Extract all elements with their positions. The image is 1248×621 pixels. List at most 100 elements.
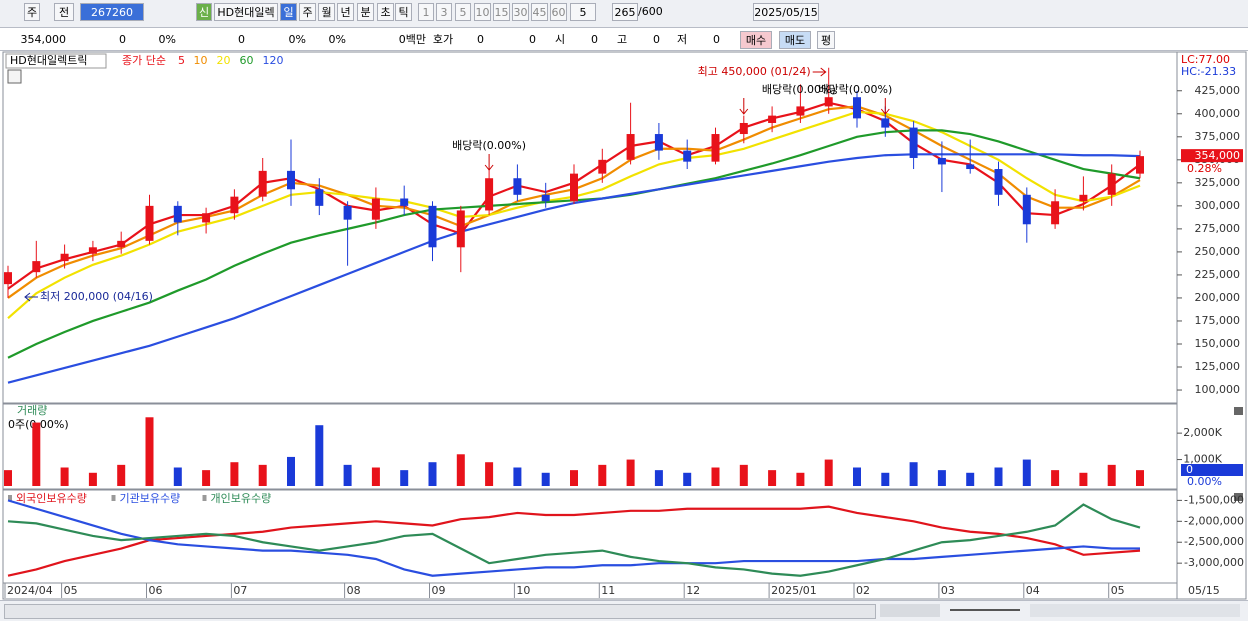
- volume-bar: [909, 462, 918, 486]
- scroll-track[interactable]: [4, 604, 876, 619]
- close-icon[interactable]: [1234, 407, 1243, 415]
- toolbar-item[interactable]: HD현대일렉: [214, 3, 278, 21]
- toolbar: 주 전 267260 신 HD현대일렉 일 주 월 년 분 초 틱 1 3 5 10 15 30 45 60 5 265/…: [0, 0, 1248, 28]
- toolbar-item[interactable]: 3: [436, 3, 452, 21]
- legend-swatch: [111, 495, 116, 501]
- toolbar-item[interactable]: 1: [418, 3, 434, 21]
- y-tick-label: 100,000: [1195, 383, 1241, 396]
- toolbar-item[interactable]: 45: [531, 3, 548, 21]
- x-tick-label: 05: [1111, 584, 1125, 597]
- y-tick-label: -3,000,000: [1184, 556, 1244, 569]
- volume-bar: [1079, 472, 1088, 486]
- tool-icons[interactable]: [1030, 604, 1240, 617]
- volume-bar: [1022, 459, 1031, 486]
- volume-bar: [683, 472, 692, 486]
- scroll-controls[interactable]: [880, 604, 940, 617]
- zoom-slider[interactable]: [950, 609, 1020, 611]
- volume-panel: [2, 403, 1178, 490]
- toolbar-item[interactable]: 30: [512, 3, 529, 21]
- candle-body: [937, 157, 946, 165]
- arrow: [24, 292, 38, 302]
- toolbar-item[interactable]: /600: [638, 5, 663, 18]
- hc-label: HC:-21.33: [1181, 65, 1236, 78]
- y-tick-label: 250,000: [1195, 245, 1241, 258]
- quote-item: 0%: [158, 33, 176, 46]
- volume-bar: [173, 467, 182, 486]
- quote-item: 0: [238, 33, 245, 46]
- candle-body: [1051, 201, 1060, 225]
- title-box: [5, 53, 107, 69]
- toolbar-item[interactable]: 분: [357, 3, 374, 21]
- candle-body: [485, 178, 494, 211]
- x-tick-label: 12: [686, 584, 700, 597]
- candle-body: [853, 97, 861, 119]
- candle-body: [739, 122, 748, 135]
- volume-bar: [315, 425, 324, 486]
- toolbar-item[interactable]: 월: [318, 3, 335, 21]
- grid-icon[interactable]: [7, 69, 22, 84]
- volume-bar: [654, 470, 663, 486]
- quote-item[interactable]: 평: [817, 31, 835, 49]
- close-icon[interactable]: [1234, 493, 1243, 501]
- end-label: 05/15: [1188, 584, 1220, 597]
- candle-body: [966, 164, 975, 170]
- toolbar-item[interactable]: 일: [280, 3, 297, 21]
- toolbar-item[interactable]: 틱: [395, 3, 412, 21]
- volume-bar: [145, 417, 154, 486]
- toolbar-item[interactable]: 주: [24, 3, 40, 21]
- candle-body: [173, 205, 182, 223]
- event-arrow: [739, 98, 749, 115]
- y-tick-label: 1,000K: [1183, 453, 1222, 466]
- event-label: 배당락(0.00%): [818, 83, 892, 96]
- x-tick-label: 05: [64, 584, 78, 597]
- volume-bar: [88, 472, 97, 486]
- toolbar-item[interactable]: 265: [612, 3, 638, 21]
- toolbar-item[interactable]: 267260: [80, 3, 144, 21]
- x-tick-label: 03: [941, 584, 955, 597]
- toolbar-item[interactable]: 5: [570, 3, 596, 21]
- quote-item[interactable]: 매도: [779, 31, 811, 49]
- toolbar-item[interactable]: 5: [455, 3, 471, 21]
- legend-entry: 5: [178, 54, 185, 67]
- event-label: 배당락(0.00%): [762, 83, 836, 96]
- toolbar-item[interactable]: 신: [196, 3, 212, 21]
- quote-item: 0: [713, 33, 720, 46]
- legend-entry: 120: [263, 54, 284, 67]
- x-tick-label: 04: [1026, 584, 1040, 597]
- volume-bar: [4, 470, 12, 486]
- volume-bar: [541, 472, 550, 486]
- quote-item: 354,000: [20, 33, 67, 46]
- toolbar-item[interactable]: 초: [377, 3, 394, 21]
- quote-item: 고: [616, 33, 628, 46]
- y-tick-label: 200,000: [1195, 291, 1241, 304]
- lc-label: LC:77.00: [1181, 53, 1230, 66]
- volume-bar: [32, 422, 41, 486]
- toolbar-item[interactable]: 2025/05/15: [753, 3, 819, 21]
- arrow: [812, 67, 827, 77]
- toolbar-item[interactable]: 10: [474, 3, 491, 21]
- toolbar-item[interactable]: 주: [299, 3, 316, 21]
- legend-swatch: [8, 495, 12, 501]
- volume-bar: [853, 467, 861, 486]
- candle-body: [909, 127, 918, 158]
- volume-bar: [400, 470, 409, 486]
- volume-bar: [937, 470, 946, 486]
- candle-body: [1136, 156, 1144, 174]
- candle-body: [626, 134, 635, 160]
- y-tick-label: 175,000: [1195, 314, 1241, 327]
- quote-item[interactable]: 매수: [740, 31, 772, 49]
- toolbar-item[interactable]: 15: [493, 3, 510, 21]
- candle-body: [456, 210, 465, 248]
- candle-body: [145, 205, 154, 241]
- x-tick-label: 08: [347, 584, 361, 597]
- toolbar-item[interactable]: 년: [337, 3, 354, 21]
- toolbar-item[interactable]: 전: [54, 3, 74, 21]
- current-box: [1181, 149, 1243, 163]
- x-tick-label: 2024/04: [7, 584, 53, 597]
- toolbar-item[interactable]: 60: [550, 3, 567, 21]
- holdings-line: [7, 503, 1141, 577]
- volume-bar: [60, 467, 69, 486]
- holdings-line: [7, 499, 1140, 577]
- volume-bar: [824, 459, 833, 486]
- candle-body: [513, 178, 522, 195]
